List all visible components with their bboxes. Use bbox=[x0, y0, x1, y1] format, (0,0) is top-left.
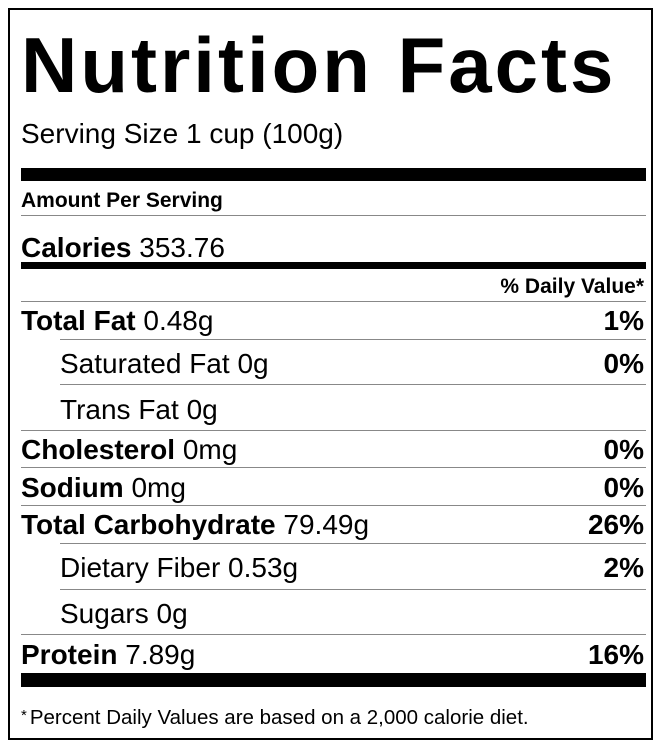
calories-row: Calories 353.76 bbox=[21, 228, 225, 268]
nutrient-label: Saturated Fat bbox=[60, 348, 230, 379]
nutrient-dv: 2% bbox=[603, 552, 644, 583]
footnote: * Percent Daily Values are based on a 2,0… bbox=[21, 702, 529, 732]
divider bbox=[60, 384, 646, 385]
thick-divider bbox=[21, 168, 646, 181]
nutrient-label: Total Fat bbox=[21, 305, 136, 336]
nutrient-label: Sodium bbox=[21, 472, 124, 503]
nutrient-amount: 0mg bbox=[131, 472, 186, 503]
title: Nutrition Facts bbox=[21, 21, 617, 109]
divider bbox=[21, 215, 646, 216]
nutrient-amount: 7.89g bbox=[125, 639, 196, 670]
nutrient-amount: 0.53g bbox=[228, 552, 299, 583]
nutrient-row-sodium: Sodium 0mg 0% bbox=[21, 470, 644, 506]
nutrient-dv: 0% bbox=[603, 472, 644, 503]
divider bbox=[21, 505, 646, 506]
footnote-star: * bbox=[21, 707, 27, 724]
nutrient-label: Trans Fat bbox=[60, 394, 179, 425]
nutrient-label: Cholesterol bbox=[21, 434, 176, 465]
nutrition-facts-label: Nutrition Facts Serving Size 1 cup (100g… bbox=[8, 8, 653, 740]
nutrient-row-dietary-fiber: Dietary Fiber 0.53g 2% bbox=[60, 550, 644, 586]
nutrient-label: Dietary Fiber bbox=[60, 552, 221, 583]
divider bbox=[60, 339, 646, 340]
nutrient-amount: 0g bbox=[237, 348, 269, 379]
divider bbox=[21, 634, 646, 635]
nutrient-row-trans-fat: Trans Fat 0g bbox=[60, 392, 644, 428]
nutrient-amount: 0g bbox=[156, 598, 188, 629]
nutrient-label: Total Carbohydrate bbox=[21, 509, 276, 540]
nutrient-dv: 16% bbox=[587, 639, 644, 670]
nutrient-row-total-carbohydrate: Total Carbohydrate 79.49g 26% bbox=[21, 507, 644, 543]
nutrient-amount: 0mg bbox=[182, 434, 238, 465]
nutrient-row-saturated-fat: Saturated Fat 0g 0% bbox=[60, 346, 644, 382]
nutrient-amount: 0g bbox=[186, 394, 218, 425]
medium-divider bbox=[21, 262, 646, 269]
nutrient-row-sugars: Sugars 0g bbox=[60, 596, 644, 632]
calories-value: 353.76 bbox=[139, 232, 225, 263]
amount-per-serving: Amount Per Serving bbox=[21, 189, 223, 212]
nutrient-dv: 0% bbox=[603, 434, 644, 465]
divider bbox=[21, 430, 646, 431]
divider bbox=[60, 589, 646, 590]
nutrient-row-total-fat: Total Fat 0.48g 1% bbox=[21, 303, 644, 339]
divider bbox=[60, 543, 646, 544]
nutrient-row-cholesterol: Cholesterol 0mg 0% bbox=[21, 432, 644, 468]
thick-divider bbox=[21, 673, 646, 687]
nutrient-row-protein: Protein 7.89g 16% bbox=[21, 637, 644, 673]
nutrient-amount: 0.48g bbox=[143, 305, 214, 336]
footnote-text: Percent Daily Values are based on a 2,00… bbox=[29, 706, 529, 729]
nutrient-label: Sugars bbox=[60, 598, 149, 629]
nutrient-label: Protein bbox=[21, 639, 118, 670]
nutrient-dv: 1% bbox=[603, 305, 644, 336]
divider bbox=[21, 301, 646, 302]
nutrient-dv: 26% bbox=[587, 509, 644, 540]
daily-value-header: % Daily Value* bbox=[500, 275, 644, 298]
calories-label: Calories bbox=[21, 232, 132, 263]
serving-size: Serving Size 1 cup (100g) bbox=[21, 118, 344, 149]
divider bbox=[21, 467, 646, 468]
nutrient-amount: 79.49g bbox=[283, 509, 370, 540]
nutrient-dv: 0% bbox=[603, 348, 644, 379]
